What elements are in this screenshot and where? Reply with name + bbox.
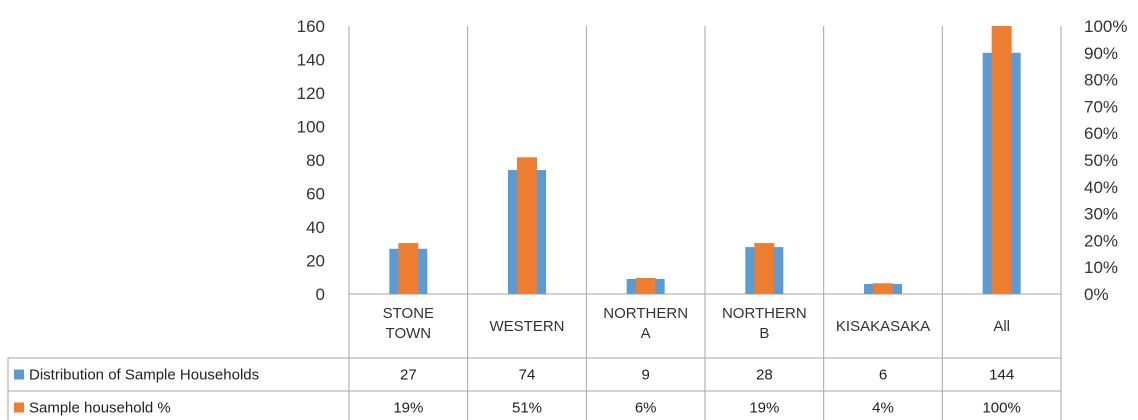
y-right-tick-label: 20% [1084,231,1118,250]
category-label: All [993,318,1010,335]
y-left-tick-label: 160 [297,17,325,36]
category-label: A [641,325,651,342]
category-label: STONE [383,305,434,322]
bars [389,26,1021,294]
table-cell-value: 4% [872,400,894,417]
y-right-tick-label: 50% [1084,151,1118,170]
y-left-tick-label: 100 [297,118,325,137]
table-cell-value: 51% [512,400,542,417]
y-left-tick-label: 40 [306,218,325,237]
y-left-tick-label: 20 [306,252,325,271]
left-axis: 0 20 40 60 80 100 120 140 160 [297,17,325,304]
table-cell-value: 19% [749,400,779,417]
table-cell-value: 28 [756,367,773,384]
y-right-tick-label: 0% [1084,285,1109,304]
y-right-tick-label: 70% [1084,97,1118,116]
right-axis: 0% 10% 20% 30% 40% 50% 60% 70% 80% 90% 100% [1084,17,1127,304]
category-label: KISAKASAKA [836,318,930,335]
table-cell-value: 9 [641,367,649,384]
y-right-tick-label: 90% [1084,44,1118,63]
table-cell-value: 19% [393,400,423,417]
data-table: Distribution of Sample Households 27 74 9 28… [14,367,1021,417]
bar-household-percent [517,157,537,294]
table-cell-value: 144 [989,367,1014,384]
bar-household-percent [398,243,419,294]
gridlines [7,26,1062,420]
legend-key-households [14,369,24,380]
legend-label: Sample household % [29,400,171,417]
legend-key-household-percent [14,402,24,413]
y-left-tick-label: 0 [316,285,325,304]
y-right-tick-label: 80% [1084,71,1118,90]
y-right-tick-label: 40% [1084,178,1118,197]
y-left-tick-label: 120 [297,84,325,103]
table-cell-value: 74 [519,367,536,384]
category-labels: STONE TOWN WESTERN NORTHERN A NORTHERN B KISAKA… [383,305,1010,342]
table-cell-value: 6% [635,400,657,417]
y-right-tick-label: 60% [1084,124,1118,143]
y-left-tick-label: 80 [306,151,325,170]
table-cell-value: 100% [982,400,1020,417]
table-cell-value: 6 [879,367,887,384]
y-right-tick-label: 100% [1084,17,1127,36]
category-label: B [759,325,769,342]
category-label: NORTHERN [722,305,807,322]
bar-household-percent [991,26,1012,294]
y-left-tick-label: 60 [306,185,325,204]
bar-household-percent [754,243,775,294]
category-label: WESTERN [490,318,565,335]
category-label: TOWN [386,325,432,342]
y-right-tick-label: 10% [1084,258,1118,277]
bar-household-percent [873,283,893,294]
y-right-tick-label: 30% [1084,205,1118,224]
bar-household-percent [635,277,656,294]
legend-label: Distribution of Sample Households [29,367,259,384]
table-cell-value: 27 [400,367,417,384]
y-left-tick-label: 140 [297,51,325,70]
category-label: NORTHERN [603,305,688,322]
